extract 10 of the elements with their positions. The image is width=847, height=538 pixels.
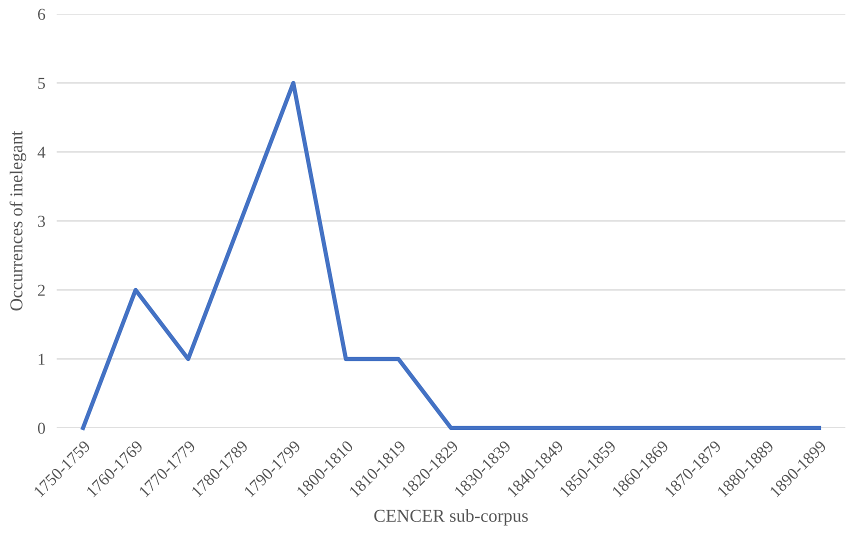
y-tick-label: 5 — [38, 78, 45, 89]
line-series — [80, 80, 822, 430]
y-tick-label: 4 — [38, 146, 46, 158]
y-tick-label: 2 — [38, 284, 45, 296]
y-tick-label: 6 — [38, 8, 46, 20]
x-axis-title: CENCER sub-corpus — [374, 509, 528, 526]
y-tick-label: 1 — [38, 354, 45, 365]
y-tick-label: 3 — [38, 216, 45, 227]
y-tick-label: 0 — [38, 422, 45, 434]
y-axis-title: Occurrences of inelegant — [10, 130, 26, 310]
